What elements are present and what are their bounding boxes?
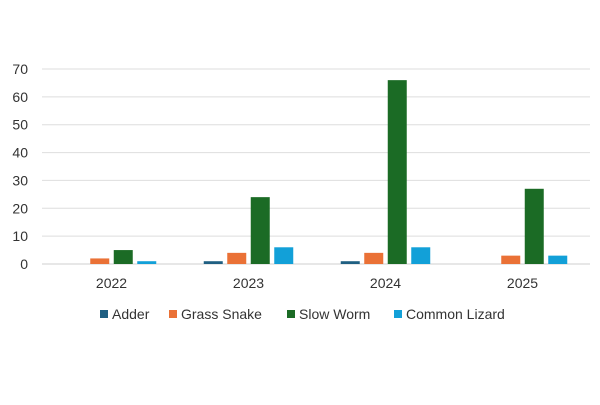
- y-axis-ticks: 0 10 20 30 40 50 60 70: [12, 61, 28, 272]
- bar-slow-worm-2023: [250, 197, 270, 264]
- bar-adder-2023: [203, 261, 223, 264]
- bar-grass-snake-2024: [364, 252, 384, 264]
- y-tick-label: 20: [12, 200, 28, 216]
- y-tick-label: 10: [12, 228, 28, 244]
- gridlines: [42, 68, 590, 265]
- bar-grass-snake-2022: [90, 258, 110, 264]
- legend-swatch: [394, 310, 402, 318]
- legend-label: Slow Worm: [299, 306, 370, 322]
- x-tick-label: 2025: [507, 275, 538, 291]
- legend-item: Grass Snake: [169, 306, 262, 322]
- legend: Adder Grass Snake Slow Worm Common Lizard: [100, 306, 505, 322]
- x-tick-label: 2024: [370, 275, 401, 291]
- legend-swatch: [169, 310, 177, 318]
- bar-slow-worm-2024: [387, 80, 407, 265]
- bar-grass-snake-2025: [501, 255, 521, 264]
- legend-item: Adder: [100, 306, 150, 322]
- y-tick-label: 50: [12, 117, 28, 133]
- x-axis-ticks: 2022 2023 2024 2025: [96, 275, 538, 291]
- x-tick-label: 2022: [96, 275, 127, 291]
- legend-item: Common Lizard: [394, 306, 505, 322]
- y-tick-label: 0: [20, 256, 28, 272]
- bar-common-lizard-2025: [548, 255, 568, 264]
- bar-adder-2024: [340, 261, 360, 264]
- bars: [90, 80, 568, 265]
- y-tick-label: 70: [12, 61, 28, 77]
- bar-common-lizard-2024: [411, 247, 431, 264]
- y-tick-label: 30: [12, 172, 28, 188]
- legend-label: Grass Snake: [181, 306, 262, 322]
- bar-slow-worm-2025: [524, 188, 544, 264]
- legend-swatch: [287, 310, 295, 318]
- y-tick-label: 60: [12, 89, 28, 105]
- bar-slow-worm-2022: [113, 250, 133, 264]
- bar-common-lizard-2023: [274, 247, 294, 264]
- bar-grass-snake-2023: [227, 252, 247, 264]
- legend-label: Adder: [112, 306, 150, 322]
- y-tick-label: 40: [12, 145, 28, 161]
- x-tick-label: 2023: [233, 275, 264, 291]
- bar-common-lizard-2022: [137, 261, 157, 264]
- legend-swatch: [100, 310, 108, 318]
- legend-label: Common Lizard: [406, 306, 505, 322]
- legend-item: Slow Worm: [287, 306, 370, 322]
